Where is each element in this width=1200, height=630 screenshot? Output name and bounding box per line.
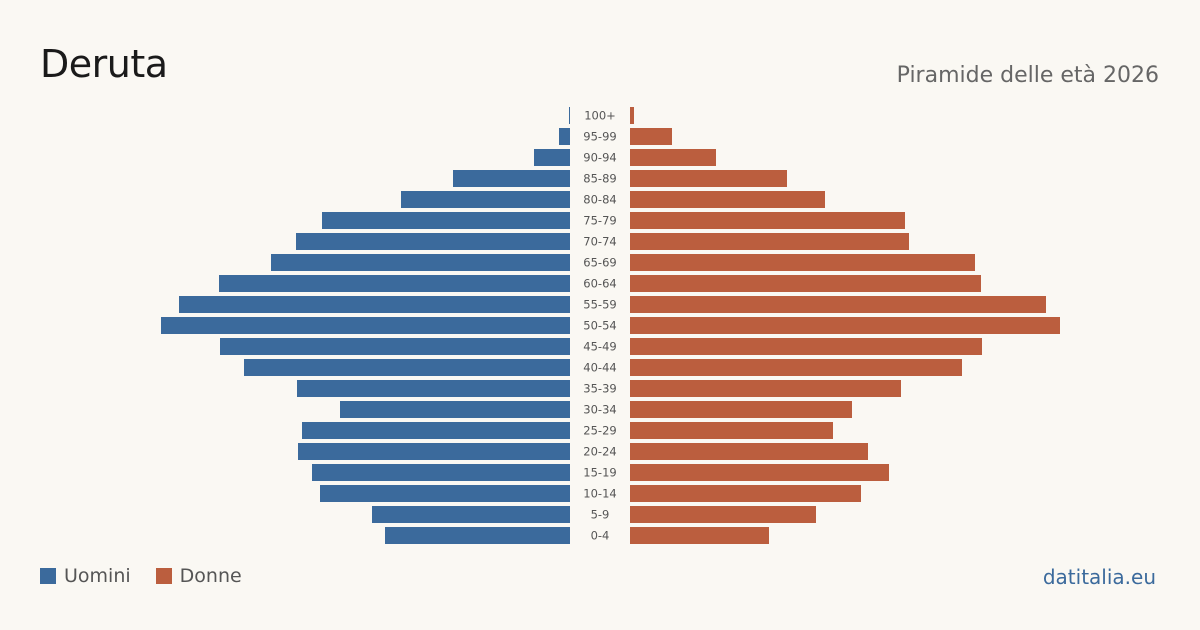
bar-women-70-74 <box>630 233 909 250</box>
age-label-10-14: 10-14 <box>583 487 616 501</box>
bar-women-75-79 <box>630 212 905 229</box>
legend-label-women: Donne <box>179 565 242 587</box>
age-label-100plus: 100+ <box>584 109 616 123</box>
bar-women-30-34 <box>630 401 852 418</box>
age-label-15-19: 15-19 <box>583 466 616 480</box>
age-label-55-59: 55-59 <box>583 298 616 312</box>
bar-men-85-89 <box>453 170 570 187</box>
legend-item-men: Uomini <box>40 565 131 587</box>
bar-men-100plus <box>569 107 570 124</box>
legend-label-men: Uomini <box>64 565 131 587</box>
age-label-60-64: 60-64 <box>583 277 616 291</box>
bar-women-35-39 <box>630 380 901 397</box>
legend-swatch-women <box>155 568 172 584</box>
bar-men-50-54 <box>161 317 570 334</box>
bar-men-10-14 <box>320 485 570 502</box>
bar-women-45-49 <box>630 338 982 355</box>
legend-item-women: Donne <box>155 565 242 587</box>
age-label-90-94: 90-94 <box>583 151 616 165</box>
legend: Uomini Donne <box>40 565 267 587</box>
bar-women-55-59 <box>630 296 1046 313</box>
age-label-80-84: 80-84 <box>583 193 616 207</box>
bar-women-95-99 <box>630 128 672 145</box>
bar-men-60-64 <box>219 275 570 292</box>
age-label-95-99: 95-99 <box>583 130 616 144</box>
bar-women-40-44 <box>630 359 962 376</box>
bar-women-65-69 <box>630 254 975 271</box>
page-title: Deruta <box>40 42 168 86</box>
bar-women-100plus <box>630 107 634 124</box>
bar-women-25-29 <box>630 422 833 439</box>
age-label-40-44: 40-44 <box>583 361 616 375</box>
bar-men-80-84 <box>401 191 570 208</box>
age-label-20-24: 20-24 <box>583 445 616 459</box>
bar-men-45-49 <box>220 338 570 355</box>
bar-women-0-4 <box>630 527 769 544</box>
bar-men-55-59 <box>179 296 570 313</box>
bar-men-65-69 <box>271 254 570 271</box>
bar-women-80-84 <box>630 191 825 208</box>
age-label-0-4: 0-4 <box>591 529 610 543</box>
bar-men-0-4 <box>385 527 570 544</box>
bar-men-15-19 <box>312 464 570 481</box>
bar-women-20-24 <box>630 443 868 460</box>
legend-swatch-men <box>40 568 56 584</box>
chart-subtitle: Piramide delle età 2026 <box>896 63 1159 88</box>
age-label-85-89: 85-89 <box>583 172 616 186</box>
bar-men-95-99 <box>559 128 570 145</box>
bar-women-10-14 <box>630 485 861 502</box>
age-label-35-39: 35-39 <box>583 382 616 396</box>
bar-men-20-24 <box>298 443 570 460</box>
age-label-65-69: 65-69 <box>583 256 616 270</box>
bar-men-25-29 <box>302 422 570 439</box>
bar-women-50-54 <box>630 317 1060 334</box>
bar-men-35-39 <box>297 380 570 397</box>
bar-men-5-9 <box>372 506 570 523</box>
bar-women-5-9 <box>630 506 816 523</box>
age-label-50-54: 50-54 <box>583 319 616 333</box>
bar-women-85-89 <box>630 170 787 187</box>
age-label-30-34: 30-34 <box>583 403 616 417</box>
bar-men-75-79 <box>322 212 570 229</box>
age-label-70-74: 70-74 <box>583 235 616 249</box>
age-label-45-49: 45-49 <box>583 340 616 354</box>
bar-men-90-94 <box>534 149 570 166</box>
bar-women-15-19 <box>630 464 889 481</box>
age-label-75-79: 75-79 <box>583 214 616 228</box>
bar-women-60-64 <box>630 275 981 292</box>
bar-men-40-44 <box>244 359 570 376</box>
age-label-25-29: 25-29 <box>583 424 616 438</box>
bar-women-90-94 <box>630 149 716 166</box>
source-link[interactable]: datitalia.eu <box>1042 565 1156 589</box>
age-label-5-9: 5-9 <box>591 508 610 522</box>
bar-men-70-74 <box>296 233 570 250</box>
bar-men-30-34 <box>340 401 570 418</box>
